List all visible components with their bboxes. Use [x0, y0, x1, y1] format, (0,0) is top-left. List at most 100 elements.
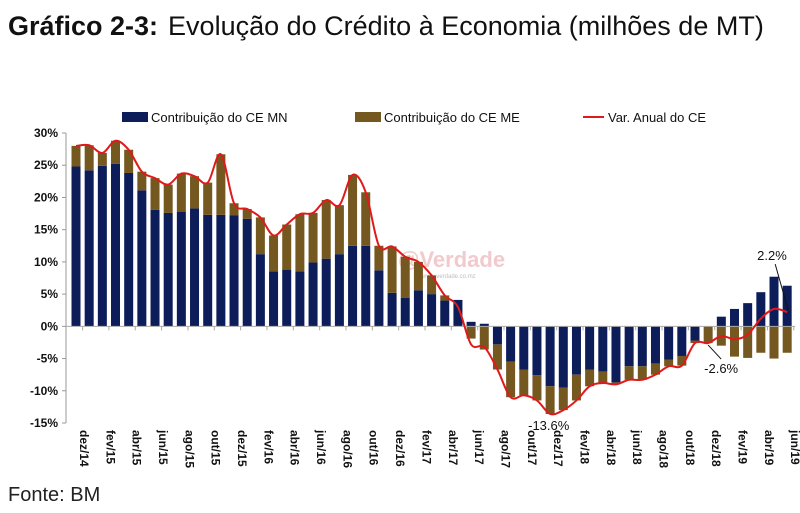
- bar-mn-jul/16: [321, 258, 331, 327]
- bar-me-out/17: [519, 369, 529, 396]
- x-tick-label: abr/15: [130, 430, 144, 466]
- bar-me-jan/15: [84, 145, 94, 171]
- x-tick-label: dez/17: [551, 430, 565, 467]
- bar-mn-abr/18: [598, 326, 608, 372]
- bar-me-mar/16: [269, 235, 279, 272]
- bar-mn-ago/17: [492, 326, 502, 345]
- x-tick-label: jun/17: [472, 429, 486, 465]
- bar-me-fev/18: [571, 374, 581, 401]
- y-tick-label: -5%: [37, 352, 59, 366]
- legend-label-line: Var. Anual do CE: [608, 110, 706, 125]
- bar-mn-out/15: [203, 214, 213, 327]
- x-tick-label: fev/16: [261, 430, 275, 464]
- bar-me-mai/15: [137, 171, 147, 191]
- bar-me-jun/18: [624, 366, 634, 380]
- x-tick-label: fev/19: [736, 430, 750, 464]
- bar-me-abr/15: [124, 149, 134, 173]
- source-note: Fonte: BM: [8, 484, 101, 506]
- bar-me-nov/16: [374, 245, 384, 271]
- bar-me-out/18: [677, 355, 687, 366]
- y-tick-label: 25%: [34, 158, 58, 172]
- x-tick-label: abr/17: [446, 430, 460, 466]
- line-var-anual: [75, 139, 788, 416]
- bar-mn-abr/15: [124, 172, 134, 327]
- bar-me-mai/16: [295, 214, 305, 272]
- x-tick-label: jun/19: [788, 429, 800, 465]
- bar-mn-dez/14: [71, 166, 81, 327]
- x-tick-label: jun/16: [314, 429, 328, 465]
- annotation-label: -2.6%: [704, 361, 738, 376]
- bar-me-set/16: [348, 174, 358, 246]
- bar-me-mai/19: [769, 326, 779, 359]
- bar-mn-mai/18: [611, 326, 621, 383]
- bar-mn-jul/18: [637, 326, 647, 367]
- bar-me-jan/16: [242, 209, 252, 219]
- x-tick-label: fev/18: [577, 430, 591, 464]
- bar-mn-out/18: [677, 326, 687, 356]
- x-tick-label: fev/17: [419, 430, 433, 464]
- bar-me-dez/16: [387, 246, 397, 293]
- bar-me-ago/17: [492, 344, 502, 370]
- legend-swatch-me: [355, 112, 381, 122]
- bar-me-jun/15: [150, 178, 160, 210]
- bar-me-fev/15: [97, 152, 107, 166]
- bar-mn-dez/16: [387, 292, 397, 327]
- x-tick-label: ago/17: [498, 430, 512, 468]
- x-tick-label: dez/16: [393, 430, 407, 467]
- bar-me-dez/15: [229, 203, 239, 216]
- bar-mn-set/18: [664, 326, 674, 360]
- bar-mn-abr/16: [282, 269, 292, 327]
- y-tick-label: 10%: [34, 255, 58, 269]
- bar-me-fev/19: [730, 326, 739, 357]
- bar-mn-jan/19: [716, 316, 726, 327]
- bar-me-fev/16: [255, 217, 265, 255]
- bar-mn-jun/17: [466, 321, 476, 327]
- x-tick-label: dez/15: [235, 430, 249, 467]
- bar-me-jul/15: [163, 184, 173, 213]
- x-tick-label: abr/18: [604, 430, 618, 466]
- bar-me-jul/18: [637, 366, 647, 380]
- x-tick-label: ago/18: [656, 430, 670, 468]
- x-tick-label: dez/14: [77, 430, 91, 467]
- bar-mn-mai/19: [769, 276, 779, 327]
- x-tick-label: ago/16: [340, 430, 354, 468]
- bar-me-out/15: [203, 182, 213, 215]
- bar-mn-out/16: [361, 245, 371, 327]
- x-tick-label: dez/18: [709, 430, 723, 467]
- bar-mn-mai/17: [453, 299, 463, 327]
- x-tick-label: out/16: [367, 430, 381, 466]
- y-tick-label: 30%: [34, 126, 58, 140]
- legend: Contribuição do CE MN Contribuição do CE…: [122, 110, 706, 125]
- bar-mn-nov/17: [532, 326, 542, 376]
- bar-mn-nov/15: [216, 214, 226, 327]
- x-tick-label: ago/15: [182, 430, 196, 468]
- bar-me-mar/19: [743, 326, 753, 358]
- bar-me-abr/19: [756, 326, 766, 353]
- chart-title-text: Evolução do Crédito à Economia (milhões …: [168, 11, 764, 41]
- bar-me-jul/17: [479, 326, 489, 350]
- bar-me-fev/17: [413, 261, 423, 291]
- bar-mn-out/17: [519, 326, 529, 370]
- chart-title: Gráfico 2-3: Evolução do Crédito à Econom…: [8, 6, 793, 46]
- legend-label-mn: Contribuição do CE MN: [151, 110, 288, 125]
- bar-mn-nov/18: [690, 326, 700, 341]
- x-tick-label: out/15: [209, 430, 223, 466]
- bar-me-nov/17: [532, 375, 542, 401]
- annotation-leader: [707, 344, 722, 360]
- watermark-url: www.verdade.co.mz: [421, 274, 476, 280]
- bar-mn-set/16: [348, 245, 358, 327]
- annotation-label: -13.6%: [528, 418, 570, 433]
- bar-me-abr/17: [440, 295, 450, 301]
- bar-mn-jun/16: [308, 262, 318, 327]
- bar-me-mar/18: [585, 369, 595, 387]
- chart-title-label: Gráfico 2-3:: [8, 11, 159, 41]
- bar-me-abr/18: [598, 371, 608, 384]
- y-tick-label: -15%: [30, 416, 58, 430]
- y-tick-label: -10%: [30, 384, 58, 398]
- x-tick-label: out/17: [525, 430, 539, 466]
- x-tick-label: jun/18: [630, 429, 644, 465]
- y-tick-label: 5%: [41, 287, 59, 301]
- bar-mn-dez/15: [229, 215, 239, 327]
- bar-me-jan/17: [400, 256, 410, 298]
- bar-mn-fev/15: [97, 165, 107, 327]
